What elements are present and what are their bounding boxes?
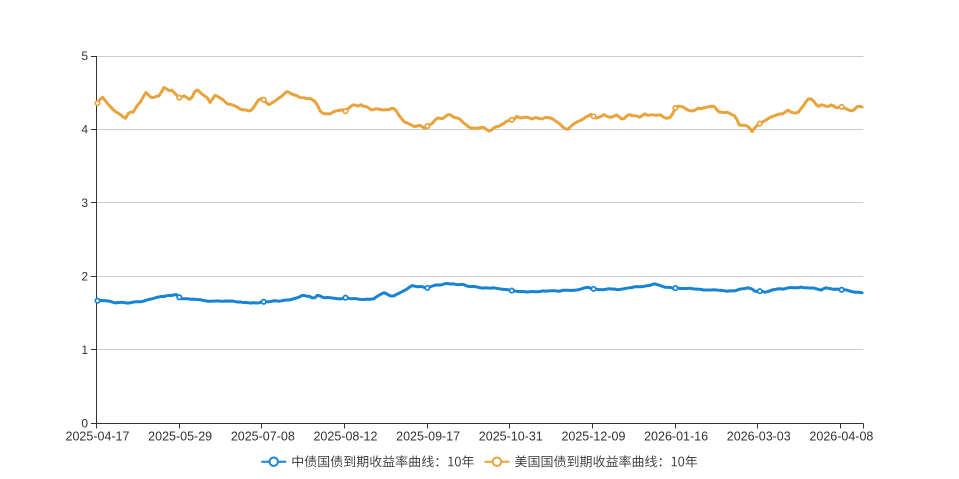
svg-text:5: 5 xyxy=(81,49,88,63)
svg-text:2026-03-03: 2026-03-03 xyxy=(727,430,791,444)
svg-text:2: 2 xyxy=(81,270,88,284)
svg-text:0: 0 xyxy=(81,416,88,430)
svg-text:2025-12-09: 2025-12-09 xyxy=(561,430,625,444)
svg-text:2025-07-08: 2025-07-08 xyxy=(231,430,295,444)
svg-text:4: 4 xyxy=(81,123,88,137)
svg-text:2026-04-08: 2026-04-08 xyxy=(809,430,873,444)
svg-text:2025-08-12: 2025-08-12 xyxy=(313,430,377,444)
svg-text:2025-09-17: 2025-09-17 xyxy=(396,430,460,444)
svg-text:1: 1 xyxy=(81,343,88,357)
svg-text:3: 3 xyxy=(81,196,88,210)
svg-text:2025-04-17: 2025-04-17 xyxy=(66,430,130,444)
svg-text:2026-01-16: 2026-01-16 xyxy=(644,430,708,444)
svg-text:2025-05-29: 2025-05-29 xyxy=(148,430,212,444)
svg-text:2025-10-31: 2025-10-31 xyxy=(479,430,543,444)
